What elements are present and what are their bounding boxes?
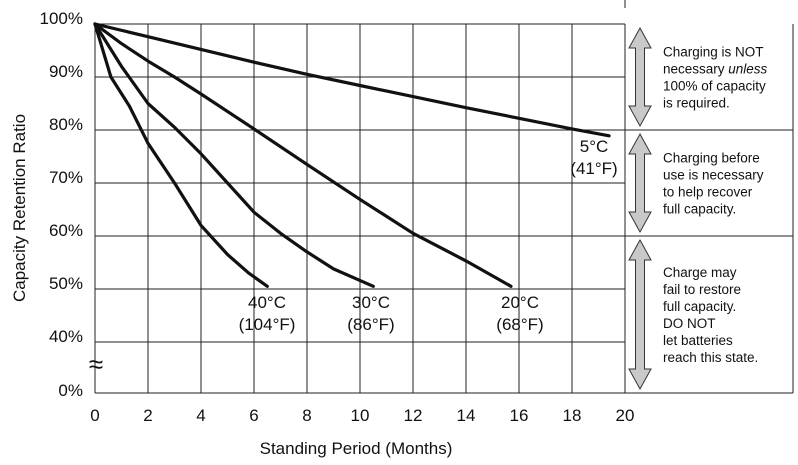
curve-s40 <box>93 22 269 288</box>
y-tick-40: 40% <box>49 327 83 346</box>
zone-2-double-arrow-icon <box>628 132 652 234</box>
x-axis-label: Standing Period (Months) <box>260 439 453 458</box>
curve-label-s40-fahrenheit: (104°F) <box>239 315 296 334</box>
zone-2-text-line-3: to help recover <box>663 185 753 200</box>
y-tick-90: 90% <box>49 62 83 81</box>
curves <box>93 22 611 288</box>
x-tick-2: 2 <box>143 406 152 425</box>
curve-s30 <box>93 22 375 288</box>
x-tick-0: 0 <box>90 406 99 425</box>
zone-3-text-line-2: fail to restore <box>663 282 741 297</box>
x-tick-10: 10 <box>351 406 370 425</box>
y-tick-60: 60% <box>49 221 83 240</box>
curve-label-s5-fahrenheit: (41°F) <box>570 159 617 178</box>
x-tick-14: 14 <box>457 406 476 425</box>
grid <box>94 0 794 394</box>
zone-3-text-line-6: reach this state. <box>663 350 758 365</box>
zone-1-text-line-1: Charging is NOT <box>663 45 764 60</box>
zone-1-double-arrow-icon <box>628 26 652 128</box>
zone-1-text-line-3: 100% of capacity <box>663 79 766 94</box>
charging-zones: Charging is NOT necessary unless 100% of c… <box>628 26 768 391</box>
zone-3-text-line-3: full capacity. <box>663 299 736 314</box>
x-tick-4: 4 <box>196 406 205 425</box>
zone-2-text-line-4: full capacity. <box>663 202 736 217</box>
x-tick-12: 12 <box>404 406 423 425</box>
x-tick-16: 16 <box>510 406 529 425</box>
zone-3-double-arrow-icon <box>628 238 652 391</box>
zone-2-text-line-1: Charging before <box>663 151 760 166</box>
zone-3-text-line-1: Charge may <box>663 265 737 280</box>
curve-label-s30-celsius: 30°C <box>352 293 390 312</box>
y-axis-label: Capacity Retention Ratio <box>10 114 29 302</box>
curve-label-s20-celsius: 20°C <box>501 293 539 312</box>
y-tick-70: 70% <box>49 168 83 187</box>
x-tick-6: 6 <box>249 406 258 425</box>
y-tick-80: 80% <box>49 115 83 134</box>
curve-labels: 5°C (41°F) 20°C (68°F) 30°C (86°F) 40°C (104°F) <box>239 137 618 334</box>
zone-3-text-line-4: DO NOT <box>663 316 716 331</box>
x-tick-8: 8 <box>302 406 311 425</box>
curve-s5 <box>93 22 611 138</box>
axis-break-symbol: ≈ <box>89 349 103 379</box>
zone-2-text-line-2: use is necessary <box>663 168 764 183</box>
x-tick-20: 20 <box>616 406 635 425</box>
curve-s20 <box>93 22 513 288</box>
curve-label-s30-fahrenheit: (86°F) <box>347 315 394 334</box>
y-tick-0: 0% <box>58 381 83 400</box>
x-tick-labels: 0 2 4 6 8 10 12 14 16 18 20 <box>90 406 634 425</box>
y-tick-50: 50% <box>49 274 83 293</box>
zone-3-text-line-5: let batteries <box>663 333 733 348</box>
curve-label-s5-celsius: 5°C <box>580 137 609 156</box>
y-tick-labels: 100% 90% 80% 70% 60% 50% 40% 0% <box>40 9 83 400</box>
x-tick-18: 18 <box>563 406 582 425</box>
curve-label-s40-celsius: 40°C <box>248 293 286 312</box>
y-tick-100: 100% <box>40 9 83 28</box>
zone-1-text-line-4: is required. <box>663 96 730 111</box>
zone-1-text-line-2: necessary unless <box>663 62 768 77</box>
curve-label-s20-fahrenheit: (68°F) <box>496 315 543 334</box>
